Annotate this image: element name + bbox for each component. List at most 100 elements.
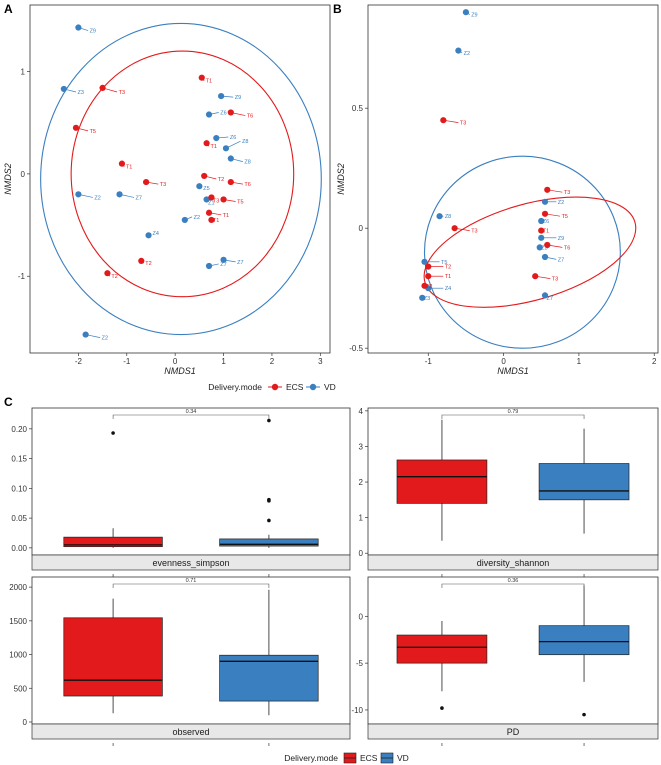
nmds-b-point-label-12: T3 — [460, 121, 466, 127]
nmds-a-point-label-5: Z2 — [102, 336, 108, 342]
box-3-ytick-label-0: 0 — [359, 612, 364, 621]
nmds-a-point-label-17: T5 — [90, 129, 96, 135]
box-2-pvalue-bracket — [112, 583, 270, 588]
nmds-b-xtick-label-1: 0 — [501, 357, 506, 366]
nmds-a-point-label-1: Z3 — [77, 90, 83, 96]
box-0-ytick-label-2: 0.10 — [11, 484, 27, 493]
nmds-a-point-label-16: T3 — [119, 90, 125, 96]
nmds-b-point-10 — [541, 198, 549, 205]
nmds-a-point-label-0: Z9 — [90, 29, 96, 35]
nmds-plot-a: NMDS1 NMDS2 -2 -1 0 1 2 3 -1 0 1 Z9 Z3 Z2 Z7 Z4 Z2 Z9 Z6… — [3, 4, 331, 376]
nmds-b-point-6 — [538, 217, 545, 225]
nmds-b-point-19 — [538, 227, 545, 234]
legend-top-ecs-marker — [271, 383, 279, 391]
nmds-b-point-18 — [541, 210, 549, 217]
nmds-a-ellipse-ecs — [70, 50, 295, 298]
nmds-b-point-label-0: Z9 — [471, 13, 477, 19]
nmds-a-ytick-label-1: 0 — [21, 170, 26, 179]
box-0-strip-label: evenness_simpson — [152, 558, 229, 568]
nmds-a-point-label-27: T3 — [213, 198, 219, 204]
box-3-pvalue: 0.36 — [508, 578, 519, 584]
nmds-a-point-2 — [75, 191, 82, 198]
nmds-b-xtick-label-2: 1 — [577, 357, 582, 366]
nmds-b-point-label-6: Z6 — [543, 219, 549, 225]
nmds-a-point-label-21: T2 — [111, 274, 117, 280]
nmds-b-point-12 — [440, 117, 447, 124]
nmds-b-point-16 — [421, 282, 428, 289]
nmds-a-xtick-label-1: -1 — [123, 357, 131, 366]
nmds-b-point-13 — [451, 225, 458, 232]
box-0-ecs-outlier-0 — [111, 431, 115, 435]
nmds-a-point-0 — [75, 24, 82, 31]
nmds-b-ytick-label-2: 0.5 — [352, 104, 364, 113]
nmds-a-point-21 — [104, 270, 111, 277]
box-1-strip — [367, 554, 659, 571]
box-3-strip — [367, 723, 659, 740]
nmds-b-point-label-1: Z2 — [464, 51, 470, 57]
nmds-b-xtick-label-3: 2 — [652, 357, 657, 366]
legend-bottom-title: Delivery.mode — [284, 753, 338, 763]
nmds-plot-b: NMDS1 NMDS2 -1 0 1 2 -0.5 0 0.5 Z9 Z2 Z8 T5 Z4 Z3 Z6 Z… — [336, 4, 659, 376]
nmds-a-point-label-4: Z4 — [152, 231, 158, 237]
nmds-b-point-label-4: Z4 — [445, 286, 451, 292]
box-3-vd-box — [538, 625, 630, 656]
legend-top-title: Delivery.mode — [208, 382, 262, 392]
nmds-a-point-18 — [118, 160, 126, 167]
box-2-vd-box — [219, 654, 319, 702]
box-0-ytick-label-1: 0.05 — [11, 514, 27, 523]
boxplot-evenness-simpson: 0.00 0.05 0.10 0.15 0.20 0.34 evenness_simpson — [11, 407, 351, 577]
box-0-vd-outlier-0 — [267, 418, 271, 423]
box-0-pvalue-bracket — [112, 414, 270, 419]
nmds-b-point-label-16: T2 — [426, 284, 432, 290]
box-0-pvalue: 0.34 — [186, 409, 197, 415]
nmds-a-point-4 — [145, 232, 152, 239]
nmds-b-point-14 — [425, 263, 432, 270]
box-3-ytick-label-1: -5 — [356, 659, 364, 668]
legend-top: Delivery.mode ECS VD — [208, 382, 336, 392]
boxplot-diversity-shannon: 0 1 2 3 4 0.79 diversity_shannon — [359, 407, 659, 577]
nmds-a-ellipse-vd — [40, 22, 322, 336]
box-2-ytick-label-0: 0 — [23, 718, 28, 727]
box-0-ytick-label-0: 0.00 — [11, 544, 27, 553]
box-1-pvalue: 0.79 — [508, 409, 519, 415]
nmds-a-point-25 — [201, 172, 208, 180]
nmds-b-point-0 — [462, 9, 470, 16]
box-1-ytick-label-1: 1 — [359, 514, 364, 523]
nmds-a-point-label-25: T2 — [218, 177, 224, 183]
nmds-a-point-17 — [72, 124, 80, 131]
box-1-ytick-label-3: 3 — [359, 442, 364, 451]
nmds-a-point-23 — [203, 140, 210, 147]
box-0-strip — [31, 554, 351, 571]
nmds-a-point-27 — [208, 194, 215, 201]
nmds-a-point-3 — [116, 191, 123, 198]
nmds-b-point-11 — [541, 292, 549, 299]
nmds-a-ytick-label-0: -1 — [18, 272, 26, 281]
nmds-a-point-label-30: T1 — [213, 218, 219, 224]
nmds-a-point-label-29: T1 — [223, 213, 229, 219]
legend-bottom: Delivery.mode ECS VD — [284, 752, 409, 764]
box-0-frame — [31, 407, 351, 556]
nmds-b-ytick-label-0: -0.5 — [349, 344, 363, 353]
nmds-a-xtick-label-2: 0 — [173, 357, 178, 366]
box-2-ytick-label-4: 2000 — [9, 583, 27, 592]
nmds-a-point-label-13: Z2 — [194, 215, 200, 221]
nmds-b-point-8 — [536, 244, 543, 251]
nmds-b-point-label-15: T1 — [445, 274, 451, 280]
nmds-a-point-label-9: Z8 — [242, 139, 248, 145]
box-2-pvalue: 0.71 — [186, 578, 197, 584]
box-0-ytick-label-3: 0.15 — [11, 455, 27, 464]
nmds-a-point-22 — [198, 74, 205, 81]
nmds-a-point-9 — [222, 145, 230, 152]
nmds-a-point-1 — [60, 85, 67, 93]
nmds-b-point-label-8: Z3 — [541, 245, 547, 251]
nmds-b-point-label-14: T2 — [445, 265, 451, 271]
nmds-a-point-label-11: Z5 — [203, 186, 209, 192]
nmds-b-point-21 — [532, 273, 539, 280]
nmds-a-point-label-22: T1 — [206, 79, 212, 85]
box-3-ecs-box — [396, 634, 488, 664]
box-1-pvalue-bracket — [441, 414, 585, 419]
nmds-b-point-label-10: Z2 — [558, 200, 564, 206]
nmds-a-point-11 — [196, 183, 203, 190]
nmds-b-point-label-21: T3 — [552, 277, 558, 283]
